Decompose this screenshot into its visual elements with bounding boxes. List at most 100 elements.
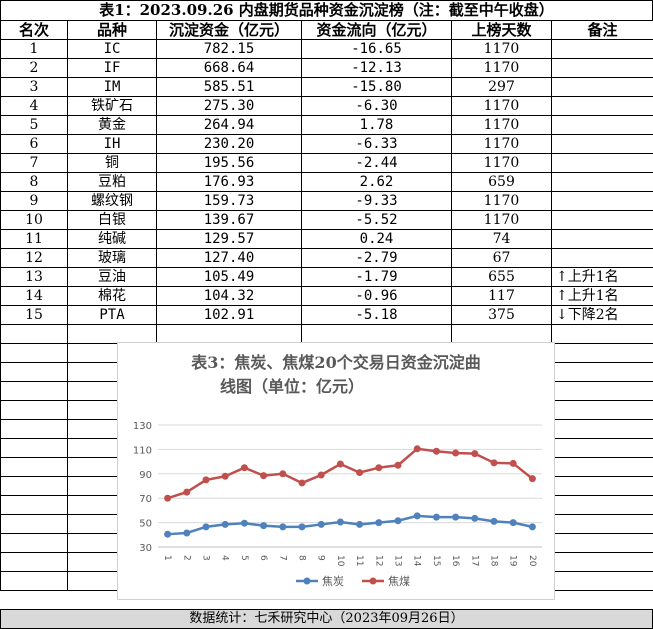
cell-rank: 3	[0, 77, 68, 97]
empty-cell	[0, 419, 68, 439]
cell-fund: 264.94	[156, 115, 302, 135]
cell-note	[551, 39, 653, 59]
cell-flow: -5.52	[301, 210, 452, 230]
cell-note	[551, 77, 653, 97]
cell-rank: 15	[0, 305, 68, 325]
empty-row	[0, 324, 653, 344]
y-tick-label: 70	[139, 494, 152, 505]
empty-cell	[0, 457, 68, 477]
cell-rank: 2	[0, 58, 68, 78]
empty-cell	[551, 362, 653, 382]
cell-fund: 176.93	[156, 172, 302, 192]
cell-fund: 139.67	[156, 210, 302, 230]
cell-days: 1170	[451, 210, 552, 230]
cell-days: 1170	[451, 115, 552, 135]
table-row: 6 IH 230.20 -6.33 1170	[0, 134, 653, 154]
cell-days: 1170	[451, 58, 552, 78]
table-row: 12 玻璃 127.40 -2.79 67	[0, 248, 653, 268]
table-row: 13 豆油 105.49 -1.79 655 ↑上升1名	[0, 267, 653, 287]
header-flow: 资金流向（亿元）	[301, 20, 452, 40]
cell-fund: 102.91	[156, 305, 302, 325]
chart-title-line2: 线图（单位：亿元）	[219, 377, 364, 396]
cell-rank: 4	[0, 96, 68, 116]
data-point	[394, 461, 402, 469]
x-tick-label: 18	[489, 555, 499, 567]
header-note: 备注	[551, 20, 653, 40]
data-point	[509, 519, 517, 527]
data-point	[183, 529, 191, 537]
table-header-row: 名次 品种 沉淀资金（亿元） 资金流向（亿元） 上榜天数 备注	[0, 20, 653, 40]
empty-cell	[0, 400, 68, 420]
cell-rank: 11	[0, 229, 68, 249]
cell-note	[551, 96, 653, 116]
data-point	[471, 514, 479, 522]
cell-name: IM	[67, 77, 157, 97]
cell-flow: 1.78	[301, 115, 452, 135]
header-fund: 沉淀资金（亿元）	[156, 20, 302, 40]
cell-name: PTA	[67, 305, 157, 325]
empty-cell	[0, 495, 68, 515]
cell-flow: -2.79	[301, 248, 452, 268]
cell-days: 117	[451, 286, 552, 306]
data-point	[528, 475, 536, 483]
cell-days: 297	[451, 77, 552, 97]
fund-ranking-table: 名次 品种 沉淀资金（亿元） 资金流向（亿元） 上榜天数 备注 1 IC 782.1…	[0, 20, 653, 591]
cell-note	[551, 153, 653, 173]
cell-fund: 105.49	[156, 267, 302, 287]
cell-note: ↑上升1名	[551, 267, 653, 287]
cell-days: 1170	[451, 39, 552, 59]
x-tick-label: 5	[239, 555, 249, 561]
table-row: 3 IM 585.51 -15.80 297	[0, 77, 653, 97]
y-tick-label: 90	[139, 470, 152, 481]
data-point	[336, 460, 344, 468]
table-row: 5 黄金 264.94 1.78 1170	[0, 115, 653, 135]
data-point	[452, 449, 460, 457]
empty-cell	[0, 514, 68, 534]
cell-days: 1170	[451, 96, 552, 116]
x-tick-label: 3	[201, 555, 211, 561]
table-row: 10 白银 139.67 -5.52 1170	[0, 210, 653, 230]
data-point	[260, 522, 268, 530]
cell-flow: -6.33	[301, 134, 452, 154]
data-point	[452, 513, 460, 521]
empty-cell	[0, 381, 68, 401]
legend-marker	[369, 577, 377, 585]
cell-name: 白银	[67, 210, 157, 230]
cell-name: 铜	[67, 153, 157, 173]
y-tick-label: 50	[139, 519, 152, 530]
cell-days: 74	[451, 229, 552, 249]
cell-name: IC	[67, 39, 157, 59]
empty-cell	[156, 324, 302, 344]
cell-fund: 782.15	[156, 39, 302, 59]
empty-cell	[0, 324, 68, 344]
cell-name: 玻璃	[67, 248, 157, 268]
cell-rank: 1	[0, 39, 68, 59]
cell-rank: 8	[0, 172, 68, 192]
data-point	[164, 530, 172, 538]
empty-cell	[551, 381, 653, 401]
empty-cell	[551, 400, 653, 420]
x-tick-label: 9	[316, 555, 326, 561]
data-point	[413, 512, 421, 520]
cell-days: 655	[451, 267, 552, 287]
cell-flow: -5.18	[301, 305, 452, 325]
empty-cell	[67, 324, 157, 344]
empty-cell	[551, 495, 653, 515]
data-point	[394, 517, 402, 525]
data-point	[240, 519, 248, 527]
cell-fund: 275.30	[156, 96, 302, 116]
empty-cell	[301, 324, 452, 344]
data-point	[356, 469, 364, 477]
empty-cell	[551, 476, 653, 496]
cell-days: 1170	[451, 191, 552, 211]
cell-rank: 6	[0, 134, 68, 154]
table-title: 表1：2023.09.26 内盘期货品种资金沉淀榜（注：截至中午收盘）	[0, 0, 653, 21]
empty-cell	[451, 324, 552, 344]
empty-cell	[0, 343, 68, 363]
cell-name: 棉花	[67, 286, 157, 306]
cell-rank: 5	[0, 115, 68, 135]
cell-fund: 127.40	[156, 248, 302, 268]
data-point	[221, 472, 229, 480]
x-tick-label: 19	[508, 555, 518, 567]
